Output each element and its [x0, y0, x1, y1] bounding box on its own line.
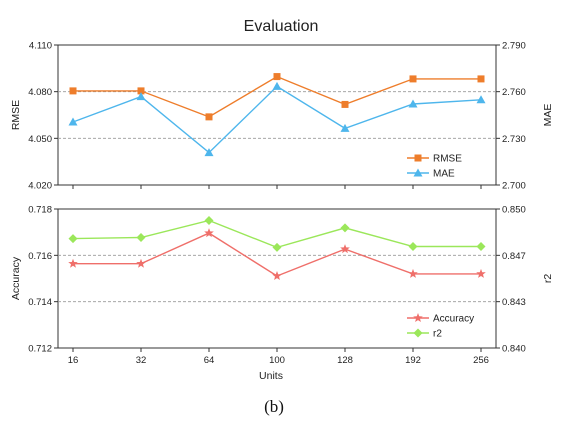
x-tick-label: 128: [337, 355, 353, 366]
x-tick-label: 64: [204, 355, 215, 366]
y-tick-label: 4.080: [28, 87, 52, 98]
data-point-accuracy: [408, 268, 418, 278]
data-point-rmse: [273, 73, 281, 81]
data-point-accuracy: [204, 228, 214, 238]
data-point-mae: [68, 117, 78, 126]
data-point-mae: [408, 99, 418, 108]
data-point-rmse: [477, 75, 485, 83]
data-point-accuracy: [340, 244, 350, 254]
data-point-rmse: [409, 75, 417, 83]
data-point-rmse: [69, 87, 77, 95]
x-tick-label: 100: [269, 355, 285, 366]
data-point-r2: [408, 242, 418, 252]
y2-tick-label: 2.700: [502, 181, 526, 192]
series-line-accuracy: [73, 232, 481, 277]
legend-label-accuracy: Accuracy: [433, 314, 474, 325]
data-point-accuracy: [476, 268, 486, 278]
plot-frame: [57, 208, 497, 349]
y-tick-label: 0.716: [28, 251, 52, 262]
data-point-mae: [136, 92, 146, 101]
data-point-r2: [136, 232, 146, 242]
x-axis-label: Units: [259, 370, 283, 382]
data-point-rmse: [137, 87, 145, 95]
y2-tick-label: 0.843: [502, 297, 526, 308]
plot-frame: [57, 44, 497, 186]
legend-label-mae: MAE: [433, 169, 455, 180]
data-point-mae: [476, 95, 486, 104]
y-tick-label: 0.714: [28, 297, 52, 308]
y-axis-label: Accuracy: [10, 256, 22, 300]
legend-marker-r2: [413, 328, 423, 338]
x-tick-label: 32: [136, 355, 147, 366]
y-tick-label: 0.718: [28, 205, 52, 216]
data-point-r2: [476, 242, 486, 252]
y-tick-label: 4.110: [29, 41, 52, 52]
legend-marker-rmse: [414, 154, 422, 162]
y2-axis-label: MAE: [542, 104, 554, 127]
data-point-rmse: [341, 100, 349, 108]
figure-title: Evaluation: [244, 18, 319, 35]
y2-tick-label: 2.790: [502, 41, 526, 52]
data-point-accuracy: [272, 271, 282, 280]
legend-marker-accuracy: [413, 313, 423, 322]
figure-caption: (b): [264, 397, 284, 416]
data-point-accuracy: [68, 258, 78, 268]
data-point-r2: [68, 234, 78, 244]
data-point-r2: [340, 223, 350, 233]
legend-label-r2: r2: [433, 329, 442, 340]
x-tick-label: 16: [68, 355, 79, 366]
y-tick-label: 0.712: [28, 344, 52, 355]
data-point-mae: [272, 81, 282, 90]
y2-axis-label: r2: [542, 274, 554, 283]
data-point-r2: [272, 242, 282, 252]
data-point-r2: [204, 216, 214, 226]
x-tick-label: 256: [473, 355, 489, 366]
data-point-mae: [340, 123, 350, 132]
y2-tick-label: 2.730: [502, 134, 526, 145]
data-point-accuracy: [136, 258, 146, 268]
y2-tick-label: 2.760: [502, 87, 526, 98]
legend-label-rmse: RMSE: [433, 154, 462, 165]
data-point-mae: [204, 148, 214, 157]
rmse-mae-panel: 4.020 4.050 4.080 4.110 2.700 2.730 2.760 2.790…: [10, 41, 554, 192]
y-tick-label: 4.050: [28, 134, 52, 145]
data-point-rmse: [205, 113, 213, 121]
y2-tick-label: 0.847: [502, 251, 526, 262]
y-axis-label: RMSE: [10, 100, 22, 130]
x-tick-label: 192: [405, 355, 421, 366]
accuracy-r2-panel: 0.712 0.714 0.716 0.718 0.840 0.843 0.847 0.850…: [10, 205, 554, 367]
legend-marker-mae: [413, 168, 423, 177]
y-tick-label: 4.020: [28, 181, 52, 192]
y2-tick-label: 0.840: [502, 344, 526, 355]
y2-tick-label: 0.850: [502, 205, 526, 216]
series-line-mae: [72, 85, 482, 154]
